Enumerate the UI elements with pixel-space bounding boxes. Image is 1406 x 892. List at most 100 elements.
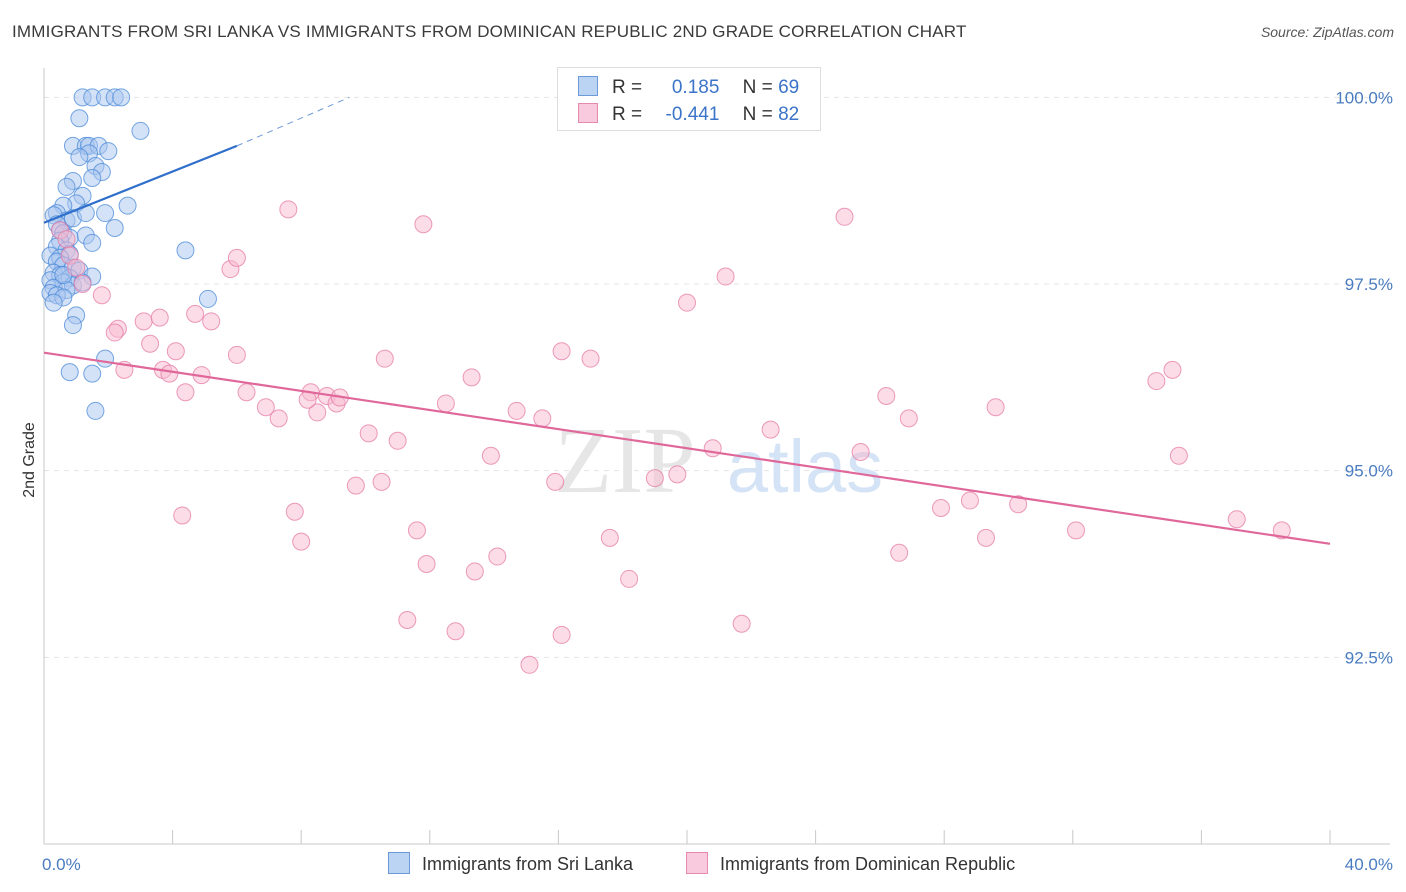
data-point (600, 528, 619, 547)
data-point (877, 387, 896, 405)
data-point (620, 569, 639, 588)
data-point (546, 472, 565, 491)
data-point (465, 562, 484, 581)
data-point (1009, 495, 1028, 514)
axes (43, 68, 1390, 845)
trendline (43, 144, 238, 224)
legend-n-label: N = (742, 104, 773, 125)
data-point (388, 431, 407, 450)
data-point (1169, 446, 1188, 465)
y-tick-label: 97.5% (1345, 275, 1393, 294)
data-point (150, 308, 169, 327)
grid-lines (44, 96, 1390, 658)
data-point (166, 342, 185, 361)
data-point (1227, 510, 1246, 529)
data-point (359, 424, 378, 443)
data-point (417, 555, 436, 573)
data-point (407, 521, 426, 540)
data-point (83, 233, 102, 252)
data-point (292, 532, 311, 551)
legend-r-value-dominican: -0.441 (665, 104, 720, 125)
data-point (92, 286, 111, 305)
data-point (488, 547, 507, 566)
data-point (198, 289, 217, 308)
trendlines (43, 96, 1331, 545)
series-dominican (51, 200, 1291, 674)
data-point (63, 316, 82, 335)
x-tick-label: 40.0% (1345, 855, 1393, 874)
data-point (851, 443, 870, 461)
data-point (70, 109, 89, 128)
series-label-sri-lanka: Immigrants from Sri Lanka (422, 854, 634, 874)
data-point (890, 543, 909, 562)
data-point (533, 409, 552, 428)
series-swatch-dominican (686, 852, 708, 874)
data-point (269, 409, 288, 428)
series-swatch-sri-lanka (388, 852, 410, 874)
data-point (1067, 521, 1086, 540)
data-point (835, 207, 854, 226)
data-point (436, 394, 455, 413)
data-point (976, 528, 995, 547)
x-tick-label: 0.0% (42, 855, 81, 874)
data-point (186, 304, 205, 323)
data-point (703, 439, 722, 458)
data-point (134, 312, 153, 331)
data-point (44, 293, 63, 312)
data-point (552, 625, 571, 644)
data-point (1147, 372, 1166, 391)
data-point (227, 345, 246, 364)
y-tick-label: 95.0% (1345, 462, 1393, 481)
data-point (678, 293, 696, 312)
series-legend-sri-lanka: Immigrants from Sri Lanka (388, 852, 633, 875)
data-point (481, 446, 500, 465)
data-point (86, 401, 105, 420)
data-point (173, 506, 192, 525)
data-point (520, 655, 539, 674)
data-point (118, 196, 137, 215)
data-point (176, 383, 195, 402)
data-point (96, 204, 115, 223)
data-point (507, 401, 526, 420)
tick-labels: 92.5% 95.0% 97.5% 100.0% 0.0% 40.0% (42, 88, 1393, 874)
data-point (285, 502, 304, 521)
data-point (83, 168, 102, 187)
data-point (227, 248, 246, 267)
data-point (668, 465, 687, 484)
data-point (83, 364, 102, 383)
data-point (237, 383, 256, 402)
data-point (308, 403, 327, 422)
data-point (931, 499, 950, 517)
chart-title: IMMIGRANTS FROM SRI LANKA VS IMMIGRANTS … (12, 22, 967, 41)
legend-swatch-sri-lanka (578, 76, 598, 96)
data-point (99, 142, 118, 161)
data-point (105, 323, 124, 342)
data-point (96, 349, 115, 368)
data-point (60, 363, 79, 382)
data-point (552, 342, 571, 361)
data-point (57, 177, 76, 196)
data-point (57, 230, 76, 249)
trendline-extension (236, 96, 350, 147)
data-point (160, 364, 179, 383)
data-point (346, 476, 365, 495)
legend-r-label: R = (612, 104, 643, 125)
data-point (256, 398, 275, 417)
data-point (414, 215, 433, 234)
data-point (986, 398, 1005, 417)
data-point (279, 200, 298, 219)
data-point (372, 472, 391, 491)
data-point (462, 368, 481, 387)
watermark-zip: ZIP (555, 409, 696, 513)
data-point (581, 349, 600, 368)
legend-swatch-dominican (578, 103, 598, 123)
series-label-dominican: Immigrants from Dominican Republic (720, 854, 1016, 874)
stats-legend: R = 0.185 N = 69 R = -0.441 N = 82 (557, 67, 821, 131)
data-point (645, 469, 664, 488)
data-point (375, 349, 394, 368)
data-point (176, 241, 195, 260)
data-point (105, 219, 124, 237)
data-point (716, 267, 735, 286)
legend-n-label: N = (742, 77, 773, 98)
